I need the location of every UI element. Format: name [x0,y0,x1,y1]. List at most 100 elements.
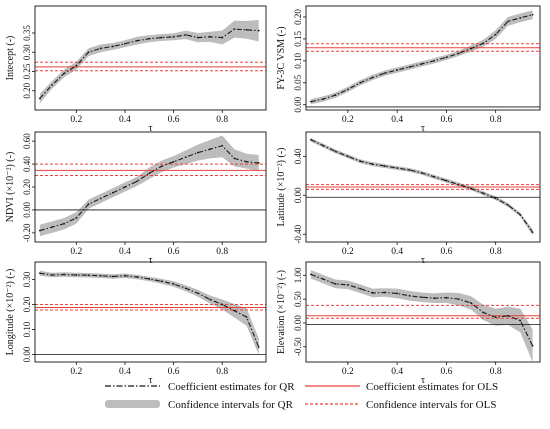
qr-estimate-point [334,94,337,96]
y-tick-label: 0.40 [293,148,303,164]
x-tick-label: 0.6 [168,247,180,257]
y-tick-label: 0.20 [293,9,303,25]
qr-estimate-point [245,316,248,318]
qr-estimate-point [359,287,362,290]
x-tick-label: 0.4 [391,115,403,125]
y-tick-label: 0.30 [22,271,32,287]
qr-estimate-point [371,76,374,79]
qr-estimate-point [136,39,139,42]
x-tick-label: 0.8 [490,367,502,377]
qr-estimate-point [457,183,460,186]
qr-confidence-band [310,10,533,105]
qr-estimate-point [87,51,90,54]
y-tick-label: 0.15 [293,31,303,47]
qr-estimate-point [172,160,175,163]
qr-estimate-point [63,72,66,75]
y-tick-label: 0.05 [293,74,303,90]
qr-estimate-point [51,84,53,86]
y-tick-label: 0.35 [22,25,32,41]
y-tick-label: -0.40 [293,224,303,243]
panel-fy3c-vsm: 0.2 0.4 0.6 0.8 τ 0.00 0.05 0.10 0.15 0.20 FY-3C V… [276,5,541,134]
qr-estimate-point [99,197,102,200]
qr-estimate-point [531,13,534,16]
qr-estimate-point [184,33,187,36]
qr-estimate-point [310,138,312,141]
qr-estimate-point [519,16,522,19]
qr-estimate-point [470,187,472,190]
qr-estimate-point [221,144,224,147]
qr-estimate-point [75,274,78,276]
qr-estimate-point [396,69,399,71]
qr-estimate-point [494,33,497,36]
panel-frame [34,5,267,111]
panel-frame [34,261,267,363]
qr-estimate-point [209,298,211,301]
qr-estimate-point [482,311,485,314]
x-axis-label: τ [148,255,152,266]
panel-latitude: 0.2 0.4 0.6 0.8 τ -0.40 0.00 0.40 Latitude (×10⁻… [276,131,541,266]
qr-estimate-point [160,280,163,283]
x-tick-label: 0.6 [440,247,452,257]
legend-ols-ci-label: Confidence intervals for OLS [366,399,496,411]
qr-estimate-point [310,100,312,103]
x-tick-label: 0.6 [168,115,180,125]
x-tick-label: 0.4 [391,367,403,377]
qr-estimate-point [408,294,411,297]
y-axis-label: FY-3C VSM (-) [276,26,287,89]
qr-estimate-point [38,272,41,275]
qr-estimate-point [221,36,224,39]
legend: Coefficient estimates for QR Confidence … [105,381,498,411]
qr-estimate-point [383,291,386,294]
qr-estimate-point [63,273,66,276]
panel-frame [305,261,541,363]
qr-estimate-point [408,169,411,171]
qr-estimate-point [346,88,349,91]
qr-estimate-point [209,35,211,38]
qr-estimate-point [245,160,248,163]
x-tick-label: 0.8 [216,367,228,377]
qr-estimate-point [519,319,522,322]
qr-estimate-point [197,151,199,154]
qr-estimate-point [470,302,472,304]
qr-estimate-point [38,97,41,100]
qr-estimate-point [371,163,374,166]
qr-estimate-point [172,35,175,38]
qr-estimate-point [420,63,423,65]
qr-estimate-point [160,165,163,168]
x-tick-label: 0.2 [342,247,354,257]
qr-estimate-point [111,45,114,48]
panel-grid: 0.2 0.4 0.6 0.8 τ 0.20 0.25 0.30 0.35 Intecept (-… [5,5,541,386]
qr-estimate-point [75,64,78,67]
x-tick-label: 0.2 [70,115,82,125]
qr-estimate-point [359,160,362,163]
qr-estimate-point [257,162,260,164]
y-tick-label: -0.20 [22,223,32,242]
qr-estimate-point [420,296,423,299]
x-axis-label: τ [421,123,425,134]
qr-estimate-point [87,203,90,206]
qr-estimate-point [507,20,509,23]
y-tick-label: 0.00 [293,187,303,203]
qr-estimate-point [51,274,53,276]
y-tick-label: 0.20 [22,179,32,195]
qr-estimate-point [445,179,448,182]
qr-estimate-point [197,292,199,295]
qr-estimate-point [209,148,211,151]
qr-estimate-point [99,274,102,277]
y-tick-label: 0.50 [293,291,303,307]
qr-estimate-point [396,167,399,169]
qr-estimate-point [322,144,325,147]
qr-estimate-point [233,309,236,312]
y-axis-label: Elevation (×10⁻²) (-) [276,270,287,354]
qr-estimate-point [346,155,349,158]
qr-estimate-point [482,192,485,195]
y-axis-label: NDVI (×10⁻²) (-) [5,152,16,223]
panel-ndvi: 0.2 0.4 0.6 0.8 τ -0.20 0.00 0.20 0.40 0.60 NDVI (… [5,131,267,266]
y-tick-label: 1.00 [293,267,303,283]
panel-frame [305,131,541,243]
qr-estimate-point [310,273,312,276]
y-axis-label: Intecept (-) [5,36,16,81]
y-tick-label: 0.30 [22,44,32,60]
x-tick-label: 0.8 [490,247,502,257]
panel-elevation: 0.2 0.4 0.6 0.8 τ -0.50 0.00 0.50 1.00 Elevation … [276,261,541,386]
